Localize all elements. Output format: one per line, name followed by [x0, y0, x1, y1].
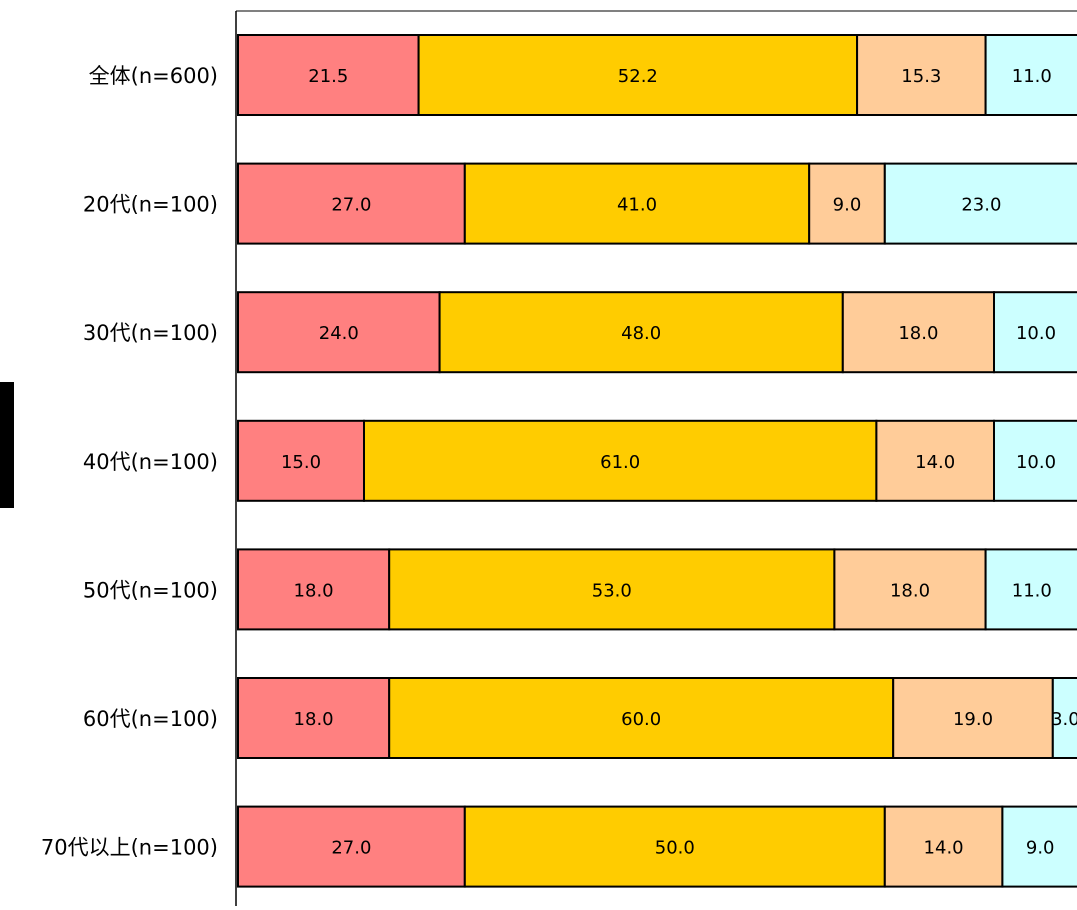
bar-segment — [993, 291, 1077, 374]
data-label: 11.0 — [1012, 580, 1052, 601]
bar-segment — [363, 419, 878, 502]
bar-segment — [237, 34, 420, 116]
data-label: 9.0 — [1026, 838, 1055, 859]
bar-segment — [993, 419, 1077, 502]
side-marker — [0, 382, 14, 508]
bar-segment — [463, 162, 811, 245]
data-label: 15.0 — [281, 452, 321, 473]
bar-segment — [892, 677, 1054, 759]
data-label: 27.0 — [331, 195, 371, 216]
data-label: 19.0 — [953, 709, 993, 730]
category-label: 60代(n=100) — [83, 707, 218, 731]
bar-segment — [237, 805, 466, 888]
bar-segment — [438, 291, 844, 374]
bar-segment — [417, 34, 859, 116]
data-label: 53.0 — [592, 580, 632, 601]
bar-segment — [237, 291, 441, 374]
category-label: 50代(n=100) — [83, 578, 218, 602]
category-label: 全体(n=600) — [89, 64, 218, 88]
data-label: 61.0 — [600, 452, 640, 473]
bar-segment — [237, 677, 391, 759]
category-label: 30代(n=100) — [83, 321, 218, 345]
data-label: 23.0 — [961, 195, 1001, 216]
category-label: 40代(n=100) — [83, 450, 218, 474]
data-label: 14.0 — [915, 452, 955, 473]
data-label: 10.0 — [1016, 323, 1056, 344]
data-label: 18.0 — [294, 709, 334, 730]
bar-segment — [984, 548, 1077, 631]
bar-segment — [237, 419, 365, 502]
bar-segment — [1001, 805, 1077, 888]
data-label: 21.5 — [308, 66, 348, 87]
data-label: 3.0 — [1051, 709, 1077, 730]
data-label: 18.0 — [898, 323, 938, 344]
bar-segment — [883, 162, 1077, 245]
bar-segment — [984, 34, 1077, 116]
data-label: 15.3 — [901, 66, 941, 87]
bar-segment — [856, 34, 987, 116]
bar-segment — [1051, 677, 1077, 759]
data-label: 9.0 — [833, 195, 862, 216]
bar-rows: 全体(n=600) 21.5 52.2 15.3 11.0 20代(n=100) 27.0 4… — [41, 34, 1077, 888]
bar-segment — [388, 548, 836, 631]
category-label: 70代以上(n=100) — [41, 836, 218, 860]
category-label: 20代(n=100) — [83, 193, 218, 217]
data-label: 10.0 — [1016, 452, 1056, 473]
data-label: 41.0 — [617, 195, 657, 216]
bar-segment — [841, 291, 995, 374]
data-label: 24.0 — [319, 323, 359, 344]
data-label: 18.0 — [294, 580, 334, 601]
data-label: 52.2 — [618, 66, 658, 87]
bar-segment — [833, 548, 987, 631]
data-label: 50.0 — [655, 838, 695, 859]
data-label: 11.0 — [1012, 66, 1052, 87]
bar-segment — [883, 805, 1004, 888]
data-label: 18.0 — [890, 580, 930, 601]
data-label: 14.0 — [924, 838, 964, 859]
bar-segment — [875, 419, 996, 502]
bar-segment — [808, 162, 886, 245]
data-label: 48.0 — [621, 323, 661, 344]
bar-segment — [237, 162, 466, 245]
bar-segment — [237, 548, 391, 631]
data-label: 27.0 — [331, 838, 371, 859]
data-label: 60.0 — [621, 709, 661, 730]
